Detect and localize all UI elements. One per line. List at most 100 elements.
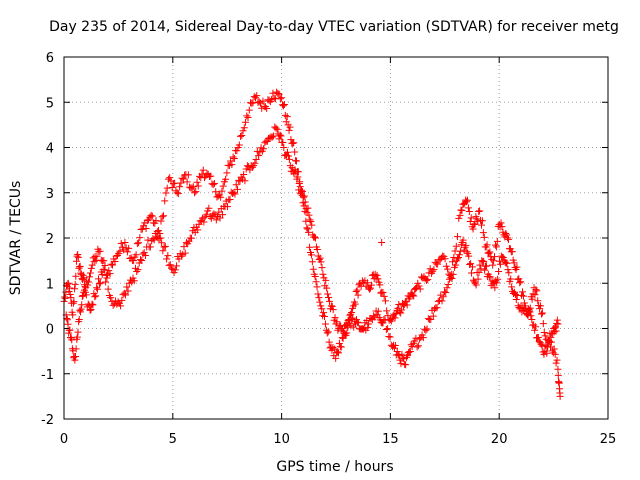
data-point <box>276 131 284 139</box>
data-point <box>158 213 166 221</box>
data-point <box>87 306 95 314</box>
data-point <box>553 356 561 364</box>
data-point <box>497 219 505 227</box>
data-point <box>184 171 192 179</box>
data-point <box>259 97 267 105</box>
data-point <box>465 252 473 260</box>
data-point <box>260 145 268 153</box>
data-point <box>455 214 463 222</box>
data-point <box>373 271 381 279</box>
data-point <box>370 312 378 320</box>
data-point <box>344 316 352 324</box>
data-point <box>380 315 388 323</box>
data-point <box>492 243 500 251</box>
data-point <box>378 239 386 247</box>
data-point <box>415 282 423 290</box>
data-point <box>530 321 538 329</box>
data-point <box>381 297 389 305</box>
data-point <box>479 229 487 237</box>
data-point <box>117 302 125 310</box>
data-point <box>130 257 138 265</box>
data-point <box>491 253 499 261</box>
data-point <box>328 302 336 310</box>
data-point <box>142 225 150 233</box>
data-point <box>149 235 157 243</box>
data-point <box>243 112 251 120</box>
data-point <box>300 192 308 200</box>
data-point <box>554 320 562 328</box>
data-point <box>433 304 441 312</box>
data-point <box>179 175 187 183</box>
data-point <box>120 289 128 297</box>
data-point <box>416 285 424 293</box>
data-point <box>317 258 325 266</box>
data-point <box>382 326 390 334</box>
data-point <box>312 278 320 286</box>
data-point <box>201 174 209 182</box>
data-point <box>515 275 523 283</box>
data-point <box>519 288 527 296</box>
data-point <box>511 264 519 272</box>
data-point <box>318 305 326 313</box>
data-point <box>413 343 421 351</box>
data-point <box>458 207 466 215</box>
data-point <box>241 177 249 185</box>
data-point <box>347 310 355 318</box>
data-point <box>192 188 200 196</box>
data-point <box>163 184 171 192</box>
data-point <box>472 281 480 289</box>
data-point <box>187 234 195 242</box>
data-point <box>61 293 69 301</box>
data-point <box>494 275 502 283</box>
data-point <box>327 302 335 310</box>
data-point <box>122 291 130 299</box>
data-point <box>284 148 292 156</box>
data-point <box>429 312 437 320</box>
data-point <box>107 294 115 302</box>
data-point <box>297 186 305 194</box>
data-point <box>476 207 484 215</box>
data-point <box>470 220 478 228</box>
data-point <box>181 249 189 257</box>
data-point <box>88 261 96 269</box>
data-point <box>224 203 232 211</box>
data-point <box>376 281 384 289</box>
data-point <box>329 306 337 314</box>
data-point <box>88 300 96 308</box>
data-point <box>465 208 473 216</box>
data-point <box>478 257 486 265</box>
data-point <box>322 276 330 284</box>
data-point <box>403 353 411 361</box>
data-point <box>410 292 418 300</box>
data-point <box>123 283 131 291</box>
data-point <box>195 220 203 228</box>
data-point <box>505 269 513 277</box>
y-tick-label: 1 <box>46 277 54 292</box>
data-point <box>189 183 197 191</box>
data-point <box>141 251 149 259</box>
data-point <box>391 341 399 349</box>
data-point <box>528 315 536 323</box>
data-point <box>449 270 457 278</box>
data-point <box>366 285 374 293</box>
data-point <box>70 298 78 306</box>
data-point <box>554 365 562 373</box>
data-point <box>538 309 546 317</box>
data-point <box>320 309 328 317</box>
data-point <box>79 276 87 284</box>
data-point <box>485 249 493 257</box>
data-point <box>334 326 342 334</box>
data-point <box>124 287 132 295</box>
data-point <box>238 132 246 140</box>
data-point <box>96 279 104 287</box>
data-point <box>505 235 513 243</box>
data-point <box>489 261 497 269</box>
data-point <box>367 284 375 292</box>
data-point <box>210 180 218 188</box>
data-point <box>308 258 316 266</box>
data-point <box>107 260 115 268</box>
data-point <box>308 221 316 229</box>
data-point <box>166 174 174 182</box>
data-point <box>383 307 391 315</box>
data-point <box>82 291 90 299</box>
